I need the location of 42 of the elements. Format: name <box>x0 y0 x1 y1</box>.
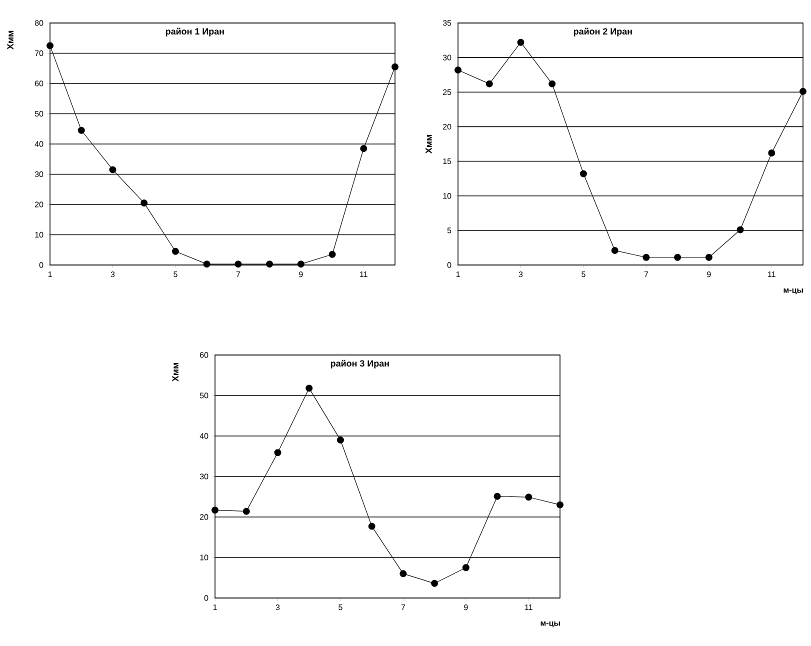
point <box>556 501 564 508</box>
point <box>548 80 556 88</box>
point <box>140 199 148 206</box>
point <box>431 580 438 587</box>
point <box>517 38 524 46</box>
text: район 1 Иран <box>166 28 224 36</box>
point <box>360 145 368 152</box>
point <box>297 260 304 268</box>
y-axis-title: Хмм <box>172 362 178 382</box>
point <box>392 63 399 70</box>
point <box>172 248 179 255</box>
point <box>454 66 462 74</box>
point <box>525 494 532 501</box>
point <box>368 522 376 530</box>
point <box>306 384 313 392</box>
point <box>642 254 650 261</box>
point <box>580 170 587 178</box>
point <box>109 166 116 174</box>
point <box>46 42 54 50</box>
point <box>212 506 219 514</box>
y-axis-title: Хмм <box>426 134 432 154</box>
point <box>400 570 407 578</box>
point <box>611 246 618 254</box>
point <box>336 436 344 444</box>
point <box>203 260 210 268</box>
point <box>768 149 776 156</box>
text: район 2 Иран <box>574 28 632 36</box>
y-axis-title: Хмм <box>7 30 14 50</box>
point <box>736 226 744 234</box>
point <box>674 254 682 261</box>
point <box>800 88 807 95</box>
text: район 3 Иран <box>330 360 389 368</box>
point <box>242 508 250 515</box>
point <box>705 254 712 261</box>
point <box>494 492 501 500</box>
point <box>78 126 85 134</box>
point <box>328 250 336 258</box>
point <box>234 260 242 268</box>
point <box>266 260 274 268</box>
point <box>462 564 470 572</box>
point <box>274 449 282 456</box>
point <box>486 80 493 88</box>
